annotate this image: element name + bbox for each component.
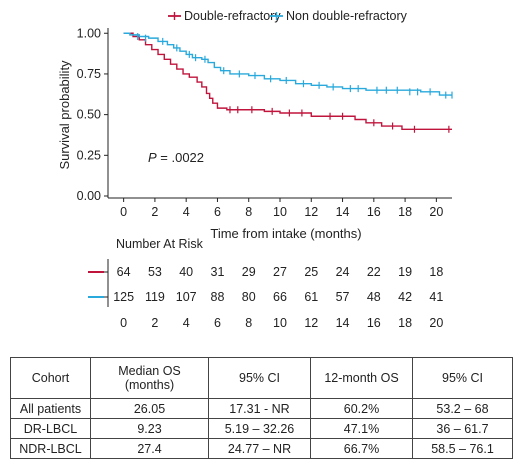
- table-cell: 17.31 - NR: [208, 398, 311, 419]
- y-tick-label: 0.00: [77, 189, 101, 203]
- risk-count: 31: [211, 265, 225, 279]
- risk-count: 40: [179, 265, 193, 279]
- table-cell: 9.23: [90, 418, 209, 439]
- table-cell: 47.1%: [310, 418, 413, 439]
- risk-time-label: 6: [214, 316, 221, 330]
- y-tick-label: 0.75: [77, 67, 101, 81]
- table-cell: 58.5 – 76.1: [412, 438, 513, 459]
- table-row: All patients 26.05 17.31 - NR 60.2% 53.2…: [10, 398, 513, 419]
- risk-count: 29: [242, 265, 256, 279]
- risk-count: 18: [429, 265, 443, 279]
- table-row: DR-LBCL 9.23 5.19 – 32.26 47.1% 36 – 61.…: [10, 418, 513, 439]
- x-axis-title: Time from intake (months): [210, 226, 361, 241]
- risk-count: 27: [273, 265, 287, 279]
- risk-count: 19: [398, 265, 412, 279]
- table-cell: 27.4: [90, 438, 209, 459]
- header-median-os: Median OS (months): [90, 357, 209, 399]
- y-tick-label: 1.00: [77, 26, 101, 40]
- legend-label-non-double-refractory: Non double-refractory: [286, 9, 408, 23]
- risk-count: 80: [242, 290, 256, 304]
- x-tick-label: 4: [183, 205, 190, 219]
- risk-time-label: 4: [183, 316, 190, 330]
- risk-time-label: 0: [120, 316, 127, 330]
- table-cell: 66.7%: [310, 438, 413, 459]
- summary-table: Cohort Median OS (months) 95% CI 12-mont…: [10, 357, 513, 459]
- risk-table-title: Number At Risk: [116, 237, 204, 251]
- risk-count: 41: [429, 290, 443, 304]
- survival-chart: 0.000.250.500.751.000 2 4 6 8 10 12 14 16 18 20Tim…: [57, 9, 453, 330]
- risk-time-label: 8: [245, 316, 252, 330]
- risk-count: 64: [117, 265, 131, 279]
- x-tick-label: 20: [429, 205, 443, 219]
- y-axis-title: Survival probability: [57, 60, 72, 170]
- risk-count: 66: [273, 290, 287, 304]
- risk-count: 22: [367, 265, 381, 279]
- risk-count: 88: [211, 290, 225, 304]
- km-figure: 0.00 0.25 0.50 0.75 1.00 0 2 4 6 8 10 12 14 16 18 20 Tim…: [57, 9, 453, 330]
- header-12-month-os: 12-month OS: [310, 357, 413, 399]
- risk-count: 48: [367, 290, 381, 304]
- table-cell: 53.2 – 68: [412, 398, 513, 419]
- x-tick-label: 18: [398, 205, 412, 219]
- risk-time-label: 10: [273, 316, 287, 330]
- risk-time-label: 12: [304, 316, 318, 330]
- risk-time-label: 14: [336, 316, 350, 330]
- table-cell: 60.2%: [310, 398, 413, 419]
- x-tick-label: 14: [336, 205, 350, 219]
- risk-time-label: 16: [367, 316, 381, 330]
- table-cell: DR-LBCL: [10, 418, 91, 439]
- y-tick-label: 0.50: [77, 108, 101, 122]
- risk-count: 53: [148, 265, 162, 279]
- table-cell: 26.05: [90, 398, 209, 419]
- table-cell: All patients: [10, 398, 91, 419]
- risk-count: 107: [176, 290, 197, 304]
- y-tick-label: 0.25: [77, 148, 101, 162]
- table-cell: 5.19 – 32.26: [208, 418, 311, 439]
- x-tick-label: 8: [245, 205, 252, 219]
- risk-count: 125: [113, 290, 134, 304]
- risk-count: 24: [336, 265, 350, 279]
- survival-curve-double-refractory: [123, 32, 452, 130]
- x-tick-label: 10: [273, 205, 287, 219]
- summary-table-container: Cohort Median OS (months) 95% CI 12-mont…: [10, 357, 513, 459]
- risk-time-label: 2: [151, 316, 158, 330]
- header-cohort: Cohort: [10, 357, 91, 399]
- p-value-annotation: P = .0022: [148, 150, 204, 165]
- summary-header-row: Cohort Median OS (months) 95% CI 12-mont…: [10, 357, 513, 399]
- legend-label-double-refractory: Double-refractory: [184, 9, 281, 23]
- x-tick-label: 6: [214, 205, 221, 219]
- table-cell: 24.77 – NR: [208, 438, 311, 459]
- risk-count: 61: [304, 290, 318, 304]
- x-tick-label: 2: [151, 205, 158, 219]
- table-row: NDR-LBCL 27.4 24.77 – NR 66.7% 58.5 – 76…: [10, 438, 513, 459]
- risk-count: 42: [398, 290, 412, 304]
- risk-count: 25: [304, 265, 318, 279]
- header-median-ci: 95% CI: [208, 357, 311, 399]
- survival-curve-non-double-refractory: [123, 32, 452, 96]
- x-tick-label: 0: [120, 205, 127, 219]
- table-cell: NDR-LBCL: [10, 438, 91, 459]
- x-tick-label: 16: [367, 205, 381, 219]
- header-12-month-ci: 95% CI: [412, 357, 513, 399]
- risk-time-label: 20: [429, 316, 443, 330]
- x-tick-label: 12: [304, 205, 318, 219]
- risk-count: 57: [336, 290, 350, 304]
- risk-time-label: 18: [398, 316, 412, 330]
- table-cell: 36 – 61.7: [412, 418, 513, 439]
- risk-count: 119: [145, 290, 165, 304]
